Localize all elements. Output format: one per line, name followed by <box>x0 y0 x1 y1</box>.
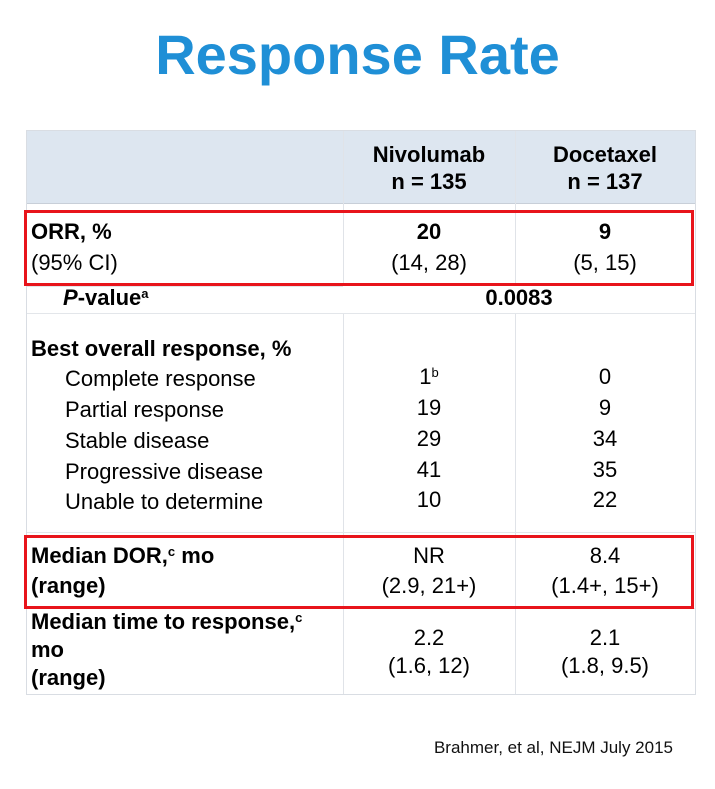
orr-nivolumab: 20 <box>416 219 442 244</box>
orr-docetaxel: 9 <box>598 219 612 244</box>
dor-label-unit: mo <box>175 543 215 568</box>
dor-docetaxel: 8.4 <box>589 543 621 568</box>
bor-nivo-complete-footnote: b <box>431 365 439 380</box>
column-divider <box>515 131 516 694</box>
header-docetaxel: Docetaxel n = 137 <box>515 141 695 195</box>
orr-ci-label: (95% CI) <box>31 250 118 275</box>
ttr-unit-label: mo <box>31 637 64 662</box>
dor-docetaxel-range: (1.4+, 15+) <box>551 573 659 598</box>
dor-nivolumab-range: (2.9, 21+) <box>381 573 477 598</box>
ttr-nivolumab-range: (1.6, 12) <box>388 653 470 678</box>
dor-highlight-box <box>24 535 694 609</box>
bor-doce-progressive: 35 <box>592 457 618 482</box>
pvalue-label-p: P <box>63 285 78 310</box>
bor-nivo-complete-value: 1 <box>419 364 432 389</box>
row-divider <box>27 313 695 314</box>
ttr-label: Median time to response,c <box>31 607 302 637</box>
header-docetaxel-n: n = 137 <box>567 169 643 194</box>
pvalue-label: P-valuea <box>63 283 149 313</box>
header-nivolumab: Nivolumab n = 135 <box>343 141 515 195</box>
bor-nivo-progressive: 41 <box>416 457 442 482</box>
ttr-docetaxel: 2.1 <box>589 625 621 650</box>
column-divider <box>343 131 344 694</box>
header-docetaxel-name: Docetaxel <box>553 142 657 167</box>
header-nivolumab-name: Nivolumab <box>372 142 486 167</box>
orr-docetaxel-ci: (5, 15) <box>573 250 637 275</box>
orr-label: ORR, % <box>31 219 112 244</box>
bor-doce-unable: 22 <box>592 487 618 512</box>
page-title: Response Rate <box>155 23 560 86</box>
dor-nivolumab: NR <box>413 543 445 568</box>
bor-nivo-partial: 19 <box>416 395 442 420</box>
ttr-footnote: c <box>295 610 303 625</box>
bor-label-unable: Unable to determine <box>65 489 264 514</box>
ttr-nivolumab: 2.2 <box>413 625 445 650</box>
bor-heading: Best overall response, % <box>31 336 292 361</box>
orr-nivolumab-ci: (14, 28) <box>391 250 467 275</box>
header-nivolumab-n: n = 135 <box>391 169 467 194</box>
bor-doce-stable: 34 <box>592 426 618 451</box>
pvalue-label-rest: -value <box>77 285 142 310</box>
bor-label-stable: Stable disease <box>65 428 210 453</box>
pvalue: 0.0083 <box>343 283 695 313</box>
bor-label-progressive: Progressive disease <box>65 459 264 484</box>
citation: Brahmer, et al, NEJM July 2015 <box>433 738 673 757</box>
pvalue-footnote: a <box>141 286 149 301</box>
response-table: Nivolumab n = 135 Docetaxel n = 137 ORR,… <box>26 130 696 695</box>
ttr-range-label: (range) <box>31 665 106 690</box>
dor-range-label: (range) <box>31 573 106 598</box>
dor-label-text: Median DOR, <box>31 543 168 568</box>
dor-label: Median DOR,c mo <box>31 541 214 571</box>
ttr-docetaxel-range: (1.8, 9.5) <box>560 653 650 678</box>
table-header <box>27 131 695 204</box>
bor-doce-partial: 9 <box>598 395 612 420</box>
bor-nivo-unable: 10 <box>416 487 442 512</box>
bor-label-partial: Partial response <box>65 397 224 422</box>
bor-nivo-stable: 29 <box>416 426 442 451</box>
bor-nivo-complete: 1b <box>343 362 515 392</box>
bor-doce-complete: 0 <box>598 364 612 389</box>
row-divider <box>27 532 695 533</box>
dor-footnote: c <box>167 544 176 559</box>
orr-highlight-box <box>24 210 694 286</box>
ttr-label-text: Median time to response, <box>31 609 296 634</box>
bor-label-complete: Complete response <box>65 366 256 391</box>
